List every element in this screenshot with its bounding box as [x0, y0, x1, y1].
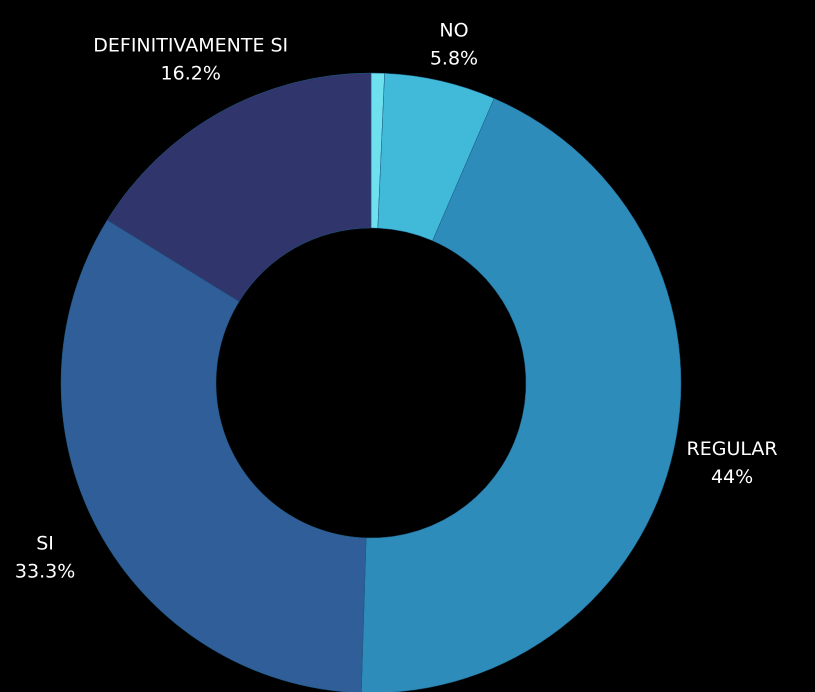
slice-value: 44%: [711, 466, 753, 488]
slice-label: NO: [439, 20, 468, 42]
slice-label: REGULAR: [687, 438, 778, 460]
slice: [361, 98, 682, 692]
slice-value: 16.2%: [161, 62, 221, 84]
slice-value: 33.3%: [15, 561, 75, 583]
slice-label: DEFINITIVAMENTE SI: [93, 34, 288, 56]
slice-value: 5.8%: [430, 48, 478, 70]
slice-label: SI: [36, 533, 54, 555]
slice: [106, 72, 372, 302]
slice: [60, 219, 367, 692]
